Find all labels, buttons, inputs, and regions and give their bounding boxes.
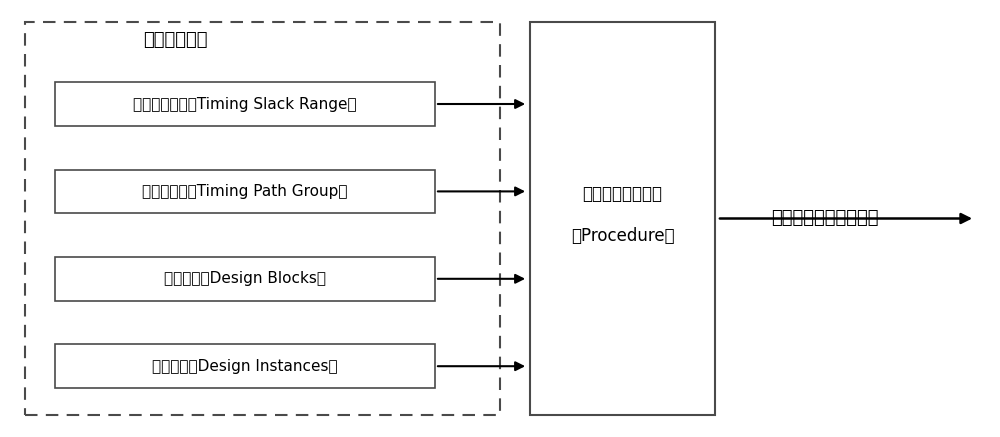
Text: 时序裕量范围（Timing Slack Range）: 时序裕量范围（Timing Slack Range） (133, 97, 357, 111)
Bar (530, 22, 715, 415)
Text: 时序路径组（Timing Path Group）: 时序路径组（Timing Path Group） (142, 184, 348, 199)
Bar (55, 170, 435, 213)
Text: 设计模块（Design Blocks）: 设计模块（Design Blocks） (164, 271, 326, 286)
Text: 时序路径提取流程: 时序路径提取流程 (582, 185, 662, 204)
Bar (55, 344, 435, 388)
Text: 设计实例（Design Instances）: 设计实例（Design Instances） (152, 359, 338, 374)
Text: 待处理的时序路径集合: 待处理的时序路径集合 (771, 209, 879, 228)
Text: 用户配置信息: 用户配置信息 (143, 31, 207, 49)
Bar (55, 257, 435, 301)
Bar (25, 22, 500, 415)
Text: （Procedure）: （Procedure） (571, 227, 674, 245)
Bar (55, 82, 435, 126)
